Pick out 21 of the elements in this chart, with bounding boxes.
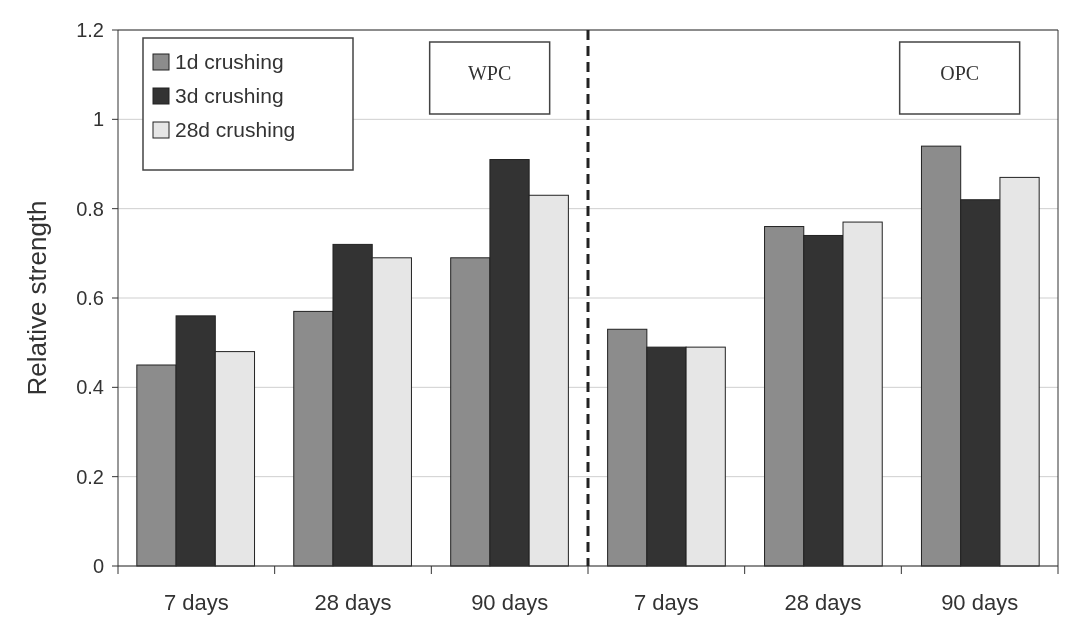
y-tick-label: 0.8	[76, 197, 104, 220]
x-tick-label: 7 days	[633, 590, 699, 615]
y-tick-label: 0	[92, 555, 104, 577]
label-box: OPC	[898, 41, 1021, 115]
x-tick-label: 7 days	[163, 590, 229, 615]
x-tick-label: 28 days	[784, 590, 862, 615]
y-axis-title: Relative strength	[22, 200, 52, 396]
legend-label: 1d crushing	[175, 50, 284, 74]
y-tick-label: 0.2	[76, 465, 104, 488]
annotation: WPC	[467, 62, 512, 84]
x-tick-label: 90 days	[941, 590, 1019, 615]
y-tick-label: 1	[92, 108, 104, 131]
legend-label: 3d crushing	[175, 84, 284, 108]
y-tick-label: 1.2	[76, 19, 104, 41]
legend-label: 28d crushing	[175, 118, 296, 142]
label-box: WPC	[428, 41, 551, 115]
y-tick-label: 0.4	[76, 376, 104, 399]
annotation: OPC	[940, 62, 980, 84]
x-tick-label: 90 days	[471, 590, 549, 615]
x-tick-label: 28 days	[314, 590, 392, 615]
y-tick-label: 0.6	[76, 287, 104, 309]
